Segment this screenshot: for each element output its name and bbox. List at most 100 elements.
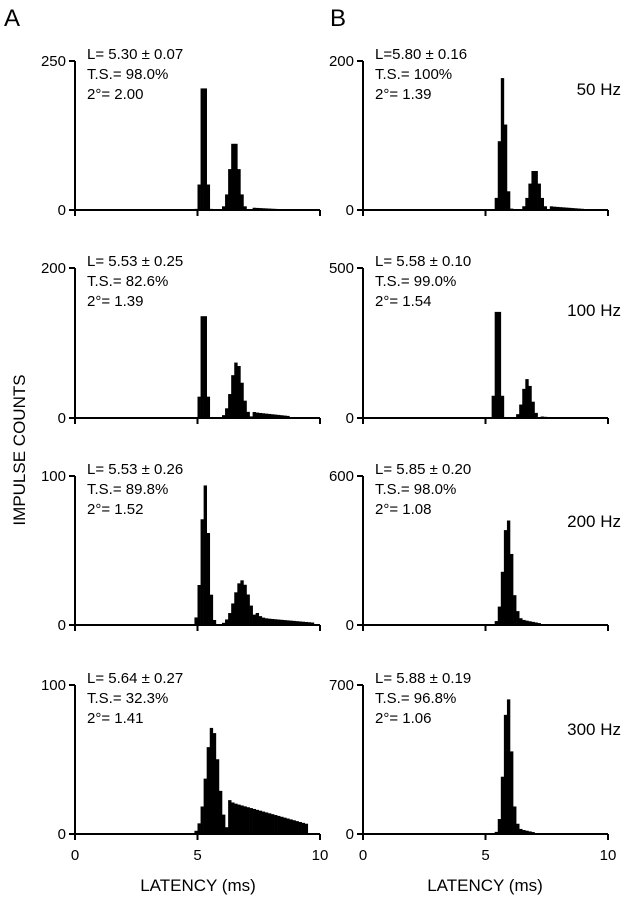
- panel-a2-bar: [277, 414, 281, 418]
- panel-a3-bar: [267, 618, 272, 625]
- panel-b3-bars: [494, 520, 541, 625]
- panel-a3-bars: [191, 485, 315, 625]
- panel-a3-bar: [271, 618, 275, 625]
- panel-a1-bar: [264, 208, 269, 210]
- panel-b1-bar: [580, 208, 584, 210]
- panel-a1-bar: [209, 208, 214, 210]
- panel-b3-bar: [510, 553, 514, 625]
- panel-a1-bars: [194, 88, 284, 210]
- panel-b4-bar: [500, 776, 505, 834]
- panel-a3-bar: [191, 624, 195, 625]
- panel-b3-bar: [528, 621, 532, 625]
- panel-b4-bar: [513, 806, 517, 834]
- panel-a1-bar: [222, 206, 226, 210]
- panel-a4-stat-2: T.S.= 32.3%: [87, 690, 168, 707]
- panel-a3-bar: [252, 614, 256, 625]
- panel-b3-stat-1: L= 5.85 ± 0.20: [375, 461, 471, 478]
- panel-a3-bar: [206, 532, 211, 625]
- panel-b1-bar: [549, 206, 554, 210]
- panel-letter-a: A: [4, 5, 20, 32]
- panel-a2-bar: [225, 408, 229, 418]
- panel-a3-bar: [194, 617, 198, 625]
- panel-a4-bars: [191, 727, 309, 834]
- panel-a4-bar: [298, 821, 302, 834]
- panel-b2-y-tick-label: 500: [329, 260, 354, 277]
- panel-a2-bar: [228, 394, 232, 418]
- panel-a1-bar: [225, 194, 229, 210]
- panel-a4-x-tick-label: 0: [71, 847, 79, 864]
- panel-a1-bar: [267, 208, 272, 210]
- panel-b1-bar: [525, 197, 529, 210]
- panel-b4-bar: [519, 828, 523, 834]
- panel-a4-x-tick-label: 10: [312, 847, 329, 864]
- panel-a4: 0 100 0 5 10 L= 5.64 ± 0.27 T.S.= 32.3% 2°= 1.4…: [41, 670, 328, 864]
- panel-a4-bar: [249, 808, 253, 834]
- panel-a4-bar: [283, 817, 287, 834]
- panel-b3: 0 600 L= 5.85 ± 0.20 T.S.= 98.0% 2°= 1.08: [329, 461, 609, 634]
- panel-a4-bar: [289, 819, 293, 834]
- panel-a3-bar: [264, 618, 269, 625]
- panel-b4-bar: [503, 714, 508, 834]
- panel-b2-stat-3: 2°= 1.54: [375, 293, 431, 310]
- panel-a3-bar: [222, 622, 226, 625]
- panel-b2-bar: [531, 401, 535, 418]
- panel-b4-bar: [510, 751, 514, 834]
- panel-a2-bar: [218, 417, 223, 418]
- panel-a3-bar: [261, 617, 266, 625]
- panel-a3-bar: [234, 592, 238, 625]
- panel-b4: 0 700 0 5 10 L= 5.88 ± 0.19 T.S.= 96.8% 2°= 1.0…: [329, 670, 616, 864]
- panel-a3-bar: [200, 519, 204, 625]
- panel-a3-bar: [307, 622, 312, 625]
- panel-b2-bar: [528, 385, 532, 418]
- panel-a1-bar: [197, 184, 201, 210]
- panel-a3-stat-1: L= 5.53 ± 0.26: [87, 461, 183, 478]
- panel-b3-bar: [525, 620, 529, 625]
- panel-a4-bar: [197, 823, 201, 834]
- panel-a4-bar: [194, 830, 198, 834]
- freq-label-100: 100 Hz: [567, 301, 621, 320]
- panel-a2-bar: [209, 417, 214, 418]
- panel-b3-y-tick-label: 0: [346, 617, 354, 634]
- panel-b1-bar: [503, 124, 508, 210]
- panel-b4-stat-1: L= 5.88 ± 0.19: [375, 670, 471, 687]
- panel-a2-bar: [194, 417, 198, 418]
- panel-b4-bar: [494, 831, 499, 834]
- panel-a3-bar: [258, 616, 263, 625]
- panel-a4-bar: [304, 823, 309, 834]
- panel-b3-bar: [494, 621, 499, 625]
- panel-b2-bar: [537, 417, 541, 418]
- panel-a2-stat-1: L= 5.53 ± 0.25: [87, 253, 183, 270]
- panel-a1-bar: [280, 209, 284, 210]
- panel-a2-bar: [231, 375, 235, 418]
- freq-label-50: 50 Hz: [577, 80, 621, 99]
- panel-a1-bar: [274, 208, 278, 210]
- panel-b1-bar: [522, 206, 526, 210]
- panel-b1-bar: [537, 183, 541, 210]
- panel-a3-bar: [277, 619, 281, 625]
- panel-a3-bar: [255, 612, 260, 625]
- panel-a2: 0 200 L= 5.53 ± 0.25 T.S.= 82.6% 2°= 1.39: [41, 253, 321, 427]
- panel-a3-bar: [197, 585, 201, 625]
- panel-a1-bar: [252, 207, 256, 210]
- panel-a4-bar: [277, 815, 281, 834]
- panel-a2-bars: [194, 316, 290, 418]
- panel-b2-bar: [513, 417, 517, 418]
- panel-b3-bar: [503, 530, 508, 625]
- panel-a1-stat-3: 2°= 2.00: [87, 86, 143, 103]
- panel-a1-bar: [277, 209, 281, 210]
- panel-a3-stat-2: T.S.= 89.8%: [87, 481, 168, 498]
- panel-b4-bar: [516, 823, 520, 834]
- panel-b2-bar: [525, 379, 529, 418]
- panel-a4-bar: [215, 759, 220, 834]
- panel-b3-bar: [497, 606, 502, 625]
- panel-a1-bar: [258, 208, 263, 210]
- panel-b1-bar: [494, 197, 499, 210]
- panel-a3-y-tick-label: 0: [58, 617, 66, 634]
- panel-a1-y-tick-label: 250: [41, 53, 66, 70]
- panel-a3-bar: [280, 619, 284, 625]
- panel-b1-bar: [543, 206, 548, 210]
- freq-label-200: 200 Hz: [567, 512, 621, 531]
- panel-a3-bar: [298, 621, 302, 625]
- panel-a4-bar: [234, 803, 238, 834]
